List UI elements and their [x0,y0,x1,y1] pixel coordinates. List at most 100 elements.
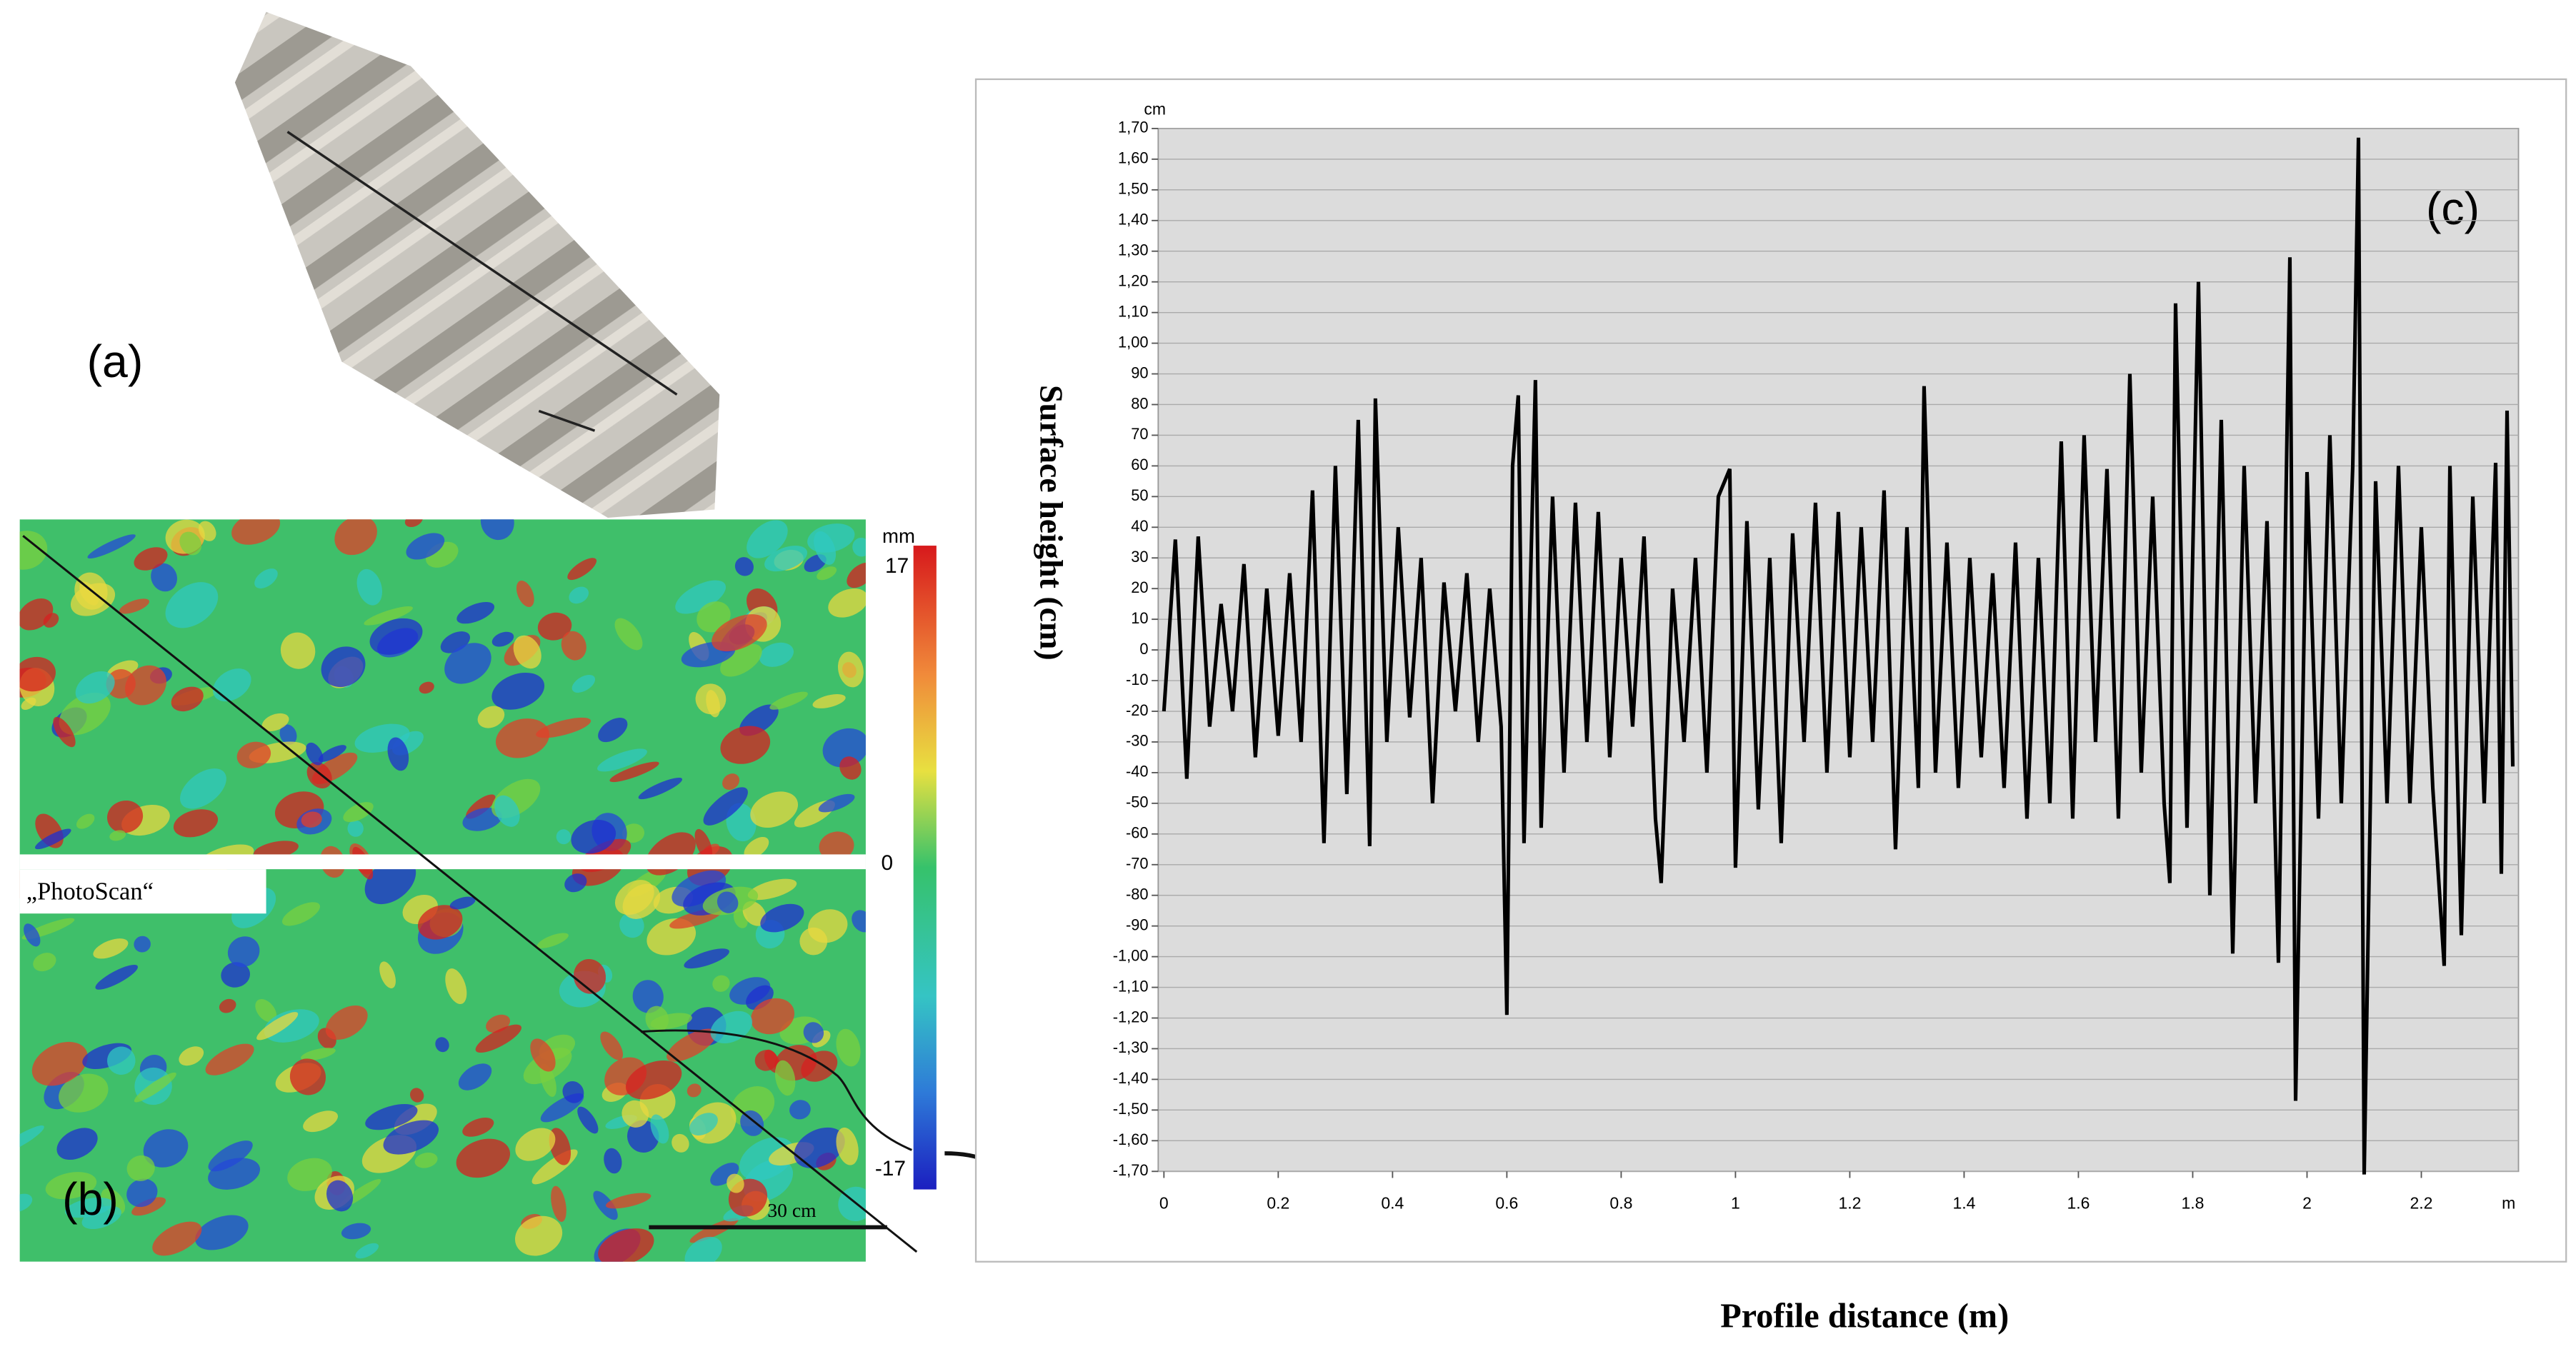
heat-blob [722,773,740,791]
y-tick-label: 1,30 [1118,241,1148,259]
heat-blob [477,706,505,728]
heat-blob [95,965,138,990]
heat-blob [650,1114,669,1144]
heat-blob [179,531,202,556]
y-tick-label: 1,20 [1118,271,1148,289]
heat-blob [379,961,396,988]
heat-blob [536,717,591,738]
heat-blob [491,631,514,647]
heat-blob [530,1038,556,1072]
x-tick-label: 1.6 [2067,1193,2090,1212]
heat-blob [126,1155,155,1181]
y-tick-label: -1,70 [1113,1161,1149,1179]
heat-blob [125,665,166,706]
heat-blob [355,1243,379,1259]
heat-blob [280,632,316,669]
x-tick-label: 0 [1159,1193,1169,1212]
heat-blob [93,938,129,959]
heat-blob [151,563,177,592]
heat-blob [614,880,654,916]
heat-blob [598,1228,654,1262]
heat-blob [462,1117,494,1137]
y-tick-label: 1,00 [1118,333,1148,351]
heat-blob [134,547,168,571]
heat-blob [836,1028,861,1067]
x-tick-label: 1.2 [1838,1193,1861,1212]
heat-blob [165,582,219,628]
heat-blob [456,1138,511,1178]
heat-blob [836,1127,859,1165]
heat-blob [551,1185,566,1222]
heat-blob [684,948,729,969]
heat-blob [720,643,762,677]
heat-blob [606,1193,652,1209]
y-tick-label: -90 [1126,916,1149,933]
heat-blob [689,1218,739,1243]
heat-blob [794,1127,845,1168]
profile-line [286,131,678,396]
heat-blob [33,953,56,972]
heat-blob [513,635,541,669]
x-axis-title: Profile distance (m) [1720,1297,2009,1335]
heat-blob [456,602,495,624]
y-tick-label: 10 [1131,609,1148,627]
heat-blob [852,537,866,557]
heat-blob [744,836,769,859]
separator [19,854,866,870]
heat-blob [839,756,862,780]
heat-blob [236,741,271,768]
heat-blob [561,631,586,661]
heat-blob [712,975,730,992]
heat-blob [306,742,324,766]
heat-blob [126,1178,158,1208]
heat-blob [76,813,95,829]
heat-blob [569,586,589,604]
heat-blob [59,692,111,736]
y-tick-label: 1,50 [1118,180,1148,198]
heat-blob [625,1060,682,1100]
colorbar-min: -17 [875,1157,906,1180]
heat-blob [747,520,788,558]
heat-blob [619,912,644,938]
heat-blob [261,713,289,731]
y-tick-label: -1,30 [1113,1038,1149,1056]
heat-blob [597,748,647,772]
heat-blob [205,1043,254,1075]
heat-blob [462,808,502,831]
y-tick-label: 0 [1139,640,1148,658]
heat-blob [343,802,374,823]
heat-blob [281,902,320,926]
heat-blob [684,1236,722,1262]
heat-blob [514,1215,563,1256]
heat-blob [539,1063,556,1097]
y-tick-label: 1,10 [1118,302,1148,320]
y-tick-label: -1,60 [1113,1130,1149,1148]
heat-blob [822,728,866,768]
x-tick-label: 0.8 [1609,1193,1632,1212]
profile-line [1162,137,2515,1175]
heat-blob [604,1148,622,1174]
heat-blob [769,691,808,710]
heat-blob [219,998,236,1013]
x-tick-label: 1.8 [2181,1193,2204,1212]
heat-blob [109,830,126,841]
heat-blob [609,761,659,783]
heat-blob [152,1221,202,1256]
heat-blob [364,858,416,905]
heat-blob [287,1158,332,1191]
panel-label: (b) [62,1173,119,1225]
heat-blob [106,800,144,833]
heat-blob [789,1100,811,1120]
soil-photo [234,11,720,518]
heat-blob [325,1005,368,1040]
heat-blob [751,998,795,1035]
x-tick-label: 1.4 [1952,1193,1975,1212]
panel-label: (c) [2426,183,2480,234]
heat-blob [537,612,572,641]
y-tick-label: 1,60 [1118,149,1148,167]
heat-blob [369,618,423,655]
label-box [19,869,266,914]
heat-blob [143,1129,189,1168]
y-tick-label: 1,70 [1118,119,1148,136]
